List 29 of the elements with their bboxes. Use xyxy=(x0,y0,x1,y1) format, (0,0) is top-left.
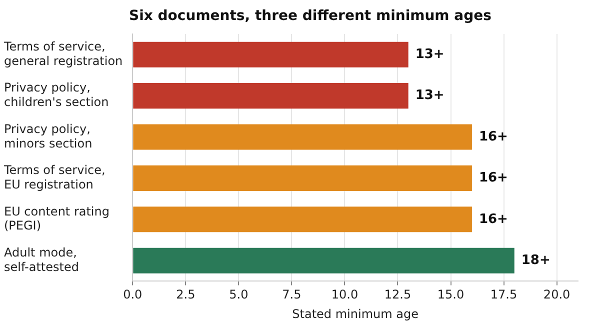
y-tick-label: Terms of service, general registration xyxy=(3,40,123,68)
y-tick-label: Privacy policy, children's section xyxy=(4,80,109,110)
data-label: 16+ xyxy=(478,212,508,227)
x-tick-label: 7.5 xyxy=(282,288,302,302)
x-tick-label: 2.5 xyxy=(176,288,196,302)
data-label: 13+ xyxy=(415,88,444,104)
bar xyxy=(133,124,472,150)
x-tick-label: 15.0 xyxy=(437,288,464,302)
data-label: 13+ xyxy=(415,46,444,62)
y-tick-label: Privacy policy, minors section xyxy=(4,122,92,150)
bar xyxy=(133,165,472,191)
data-label: 18+ xyxy=(521,252,550,268)
bar xyxy=(133,248,514,274)
x-tick-label: 17.5 xyxy=(490,288,518,302)
data-label: 16+ xyxy=(478,129,508,144)
x-axis-title: Stated minimum age xyxy=(292,306,418,321)
x-tick-label: 10.0 xyxy=(331,288,358,302)
x-tick-label: 5.0 xyxy=(229,288,248,302)
bar xyxy=(133,206,472,232)
bar xyxy=(133,42,408,68)
x-tick-label: 20.0 xyxy=(543,288,570,302)
chart-title: Six documents, three different minimum ages xyxy=(129,8,492,24)
bar xyxy=(133,83,408,109)
y-tick-label: Adult mode, self-attested xyxy=(4,246,79,274)
x-tick-label: 12.5 xyxy=(384,288,412,302)
x-tick-label: 0.0 xyxy=(123,288,142,302)
y-tick-label: EU content rating (PEGI) xyxy=(4,204,110,233)
y-tick-label: Terms of service, EU registration xyxy=(3,163,106,192)
data-label: 16+ xyxy=(478,170,508,186)
